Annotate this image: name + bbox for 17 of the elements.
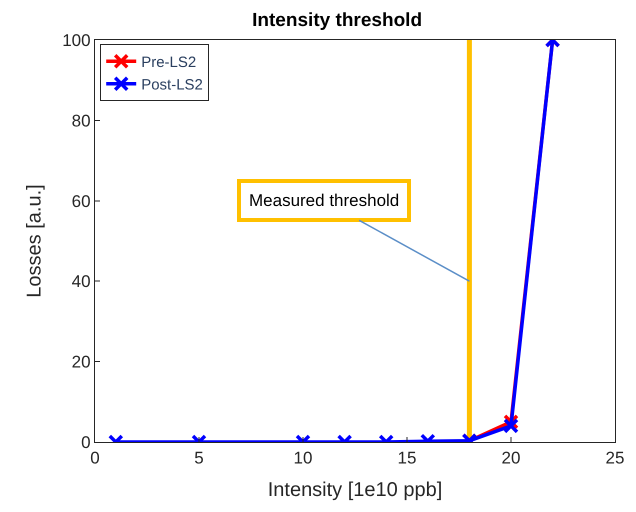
legend-label: Post-LS2 (141, 76, 203, 94)
y-axis-title: Losses [a.u.] (24, 184, 46, 298)
x-tick-label: 5 (194, 448, 204, 468)
y-tick-label: 100 (62, 30, 91, 50)
y-tick-label: 40 (72, 272, 91, 292)
ref-line-label: Measured threshold (249, 191, 400, 210)
x-tick-label: 25 (606, 448, 624, 468)
y-tick-label: 80 (72, 111, 91, 130)
chart-title: Intensity threshold (252, 10, 422, 32)
x-tick-label: 20 (502, 448, 520, 468)
y-tick-label: 20 (72, 352, 91, 372)
x-tick-label: 10 (294, 448, 312, 468)
x-axis-title: Intensity [1e10 ppb] (268, 478, 442, 501)
x-tick-label: 15 (398, 448, 416, 468)
y-tick-label: 0 (81, 432, 91, 452)
legend-label: Pre-LS2 (141, 54, 196, 72)
y-tick-label: 60 (72, 192, 91, 211)
